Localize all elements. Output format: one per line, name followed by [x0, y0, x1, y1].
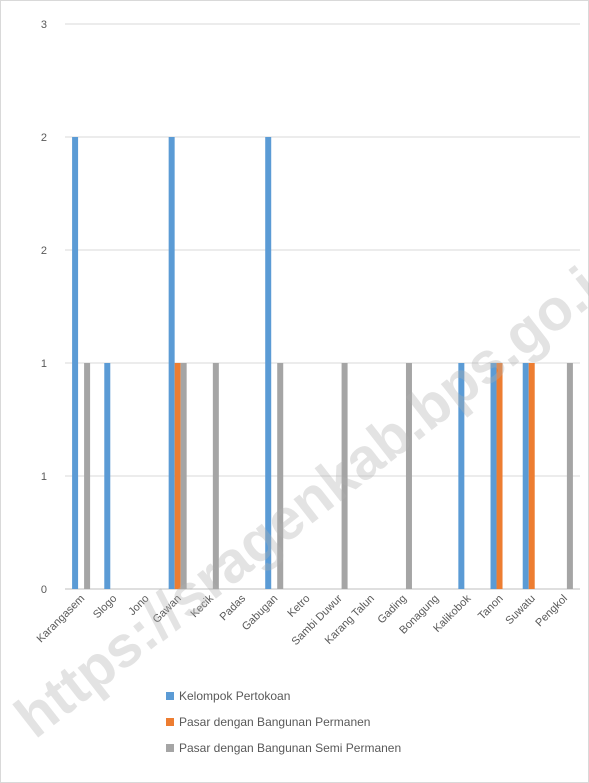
x-tick-label: Karangasem: [35, 593, 88, 646]
bar: [174, 363, 181, 589]
y-tick-label: 2: [41, 132, 47, 144]
x-tick-label: Gabugan: [240, 593, 280, 633]
bar: [458, 363, 465, 589]
x-tick-label: Tanon: [476, 593, 506, 623]
legend-swatch: [166, 692, 174, 700]
y-tick-label: 1: [41, 358, 47, 370]
bar: [104, 363, 111, 589]
y-tick-label: 1: [41, 471, 47, 483]
legend: Kelompok Pertokoan Pasar dengan Bangunan …: [166, 689, 401, 755]
bar: [277, 363, 284, 589]
y-tick-label: 2: [41, 245, 47, 257]
bar: [522, 363, 529, 589]
y-axis-ticks: 0 1 1 2 2 3: [41, 19, 47, 596]
bar: [496, 363, 503, 589]
bar: [490, 363, 497, 589]
y-tick-label: 3: [41, 19, 47, 31]
bar: [180, 363, 187, 589]
x-tick-label: Pengkol: [533, 593, 570, 630]
legend-label: Pasar dengan Bangunan Semi Permanen: [179, 741, 401, 755]
bar: [528, 363, 535, 589]
legend-label: Pasar dengan Bangunan Permanen: [179, 715, 370, 729]
bar: [341, 363, 348, 589]
bars: [72, 137, 573, 589]
legend-swatch: [166, 744, 174, 752]
bar: [566, 363, 573, 589]
bar: [84, 363, 91, 589]
x-tick-label: Ketro: [285, 593, 312, 620]
bar: [212, 363, 219, 589]
x-tick-label: Suwatu: [503, 593, 537, 627]
bar: [168, 137, 175, 589]
bar: [265, 137, 272, 589]
y-tick-label: 0: [41, 584, 47, 596]
bar: [405, 363, 412, 589]
legend-label: Kelompok Pertokoan: [179, 689, 290, 703]
bar: [72, 137, 79, 589]
legend-swatch: [166, 718, 174, 726]
